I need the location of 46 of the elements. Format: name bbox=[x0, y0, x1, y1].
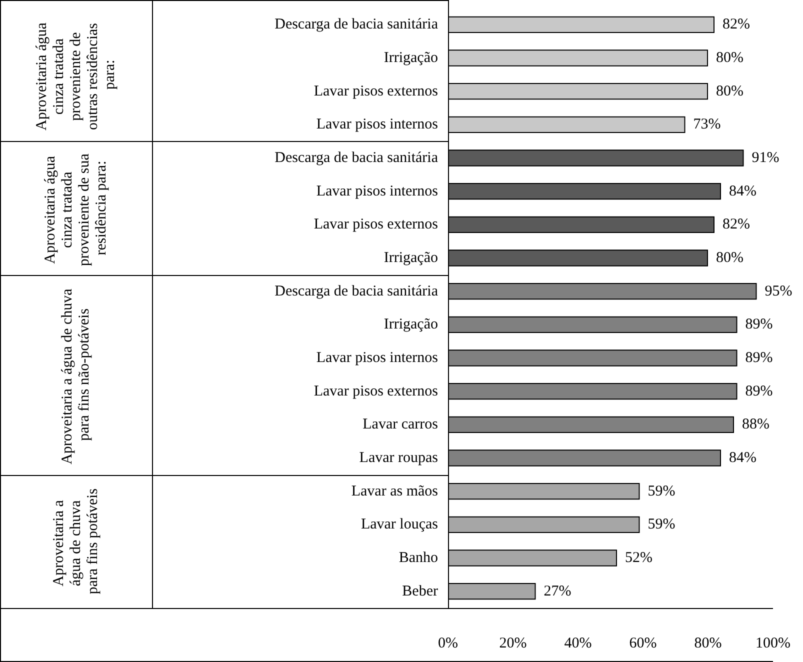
data-label: 80% bbox=[716, 50, 744, 66]
data-label: 27% bbox=[544, 583, 572, 600]
x-tick-label: 0% bbox=[438, 636, 458, 652]
data-label: 52% bbox=[625, 550, 652, 566]
data-label: 59% bbox=[648, 516, 676, 533]
y-tick-label: Lavar pisos externos bbox=[314, 383, 438, 400]
data-label: 91% bbox=[752, 150, 780, 166]
text: Aproveitaria a água de chuva para fins não-potáveis bbox=[60, 284, 92, 464]
data-label: 84% bbox=[729, 183, 756, 200]
y-tick-label: Beber bbox=[402, 583, 438, 600]
y-tick-label: Lavar pisos internos bbox=[316, 350, 438, 366]
x-tick-label: 60% bbox=[629, 636, 657, 652]
y-tick-label: Descarga de bacia sanitária bbox=[274, 150, 438, 166]
y-tick-label: Lavar pisos externos bbox=[314, 216, 438, 233]
data-label: 59% bbox=[648, 483, 676, 500]
data-label: 89% bbox=[745, 383, 773, 400]
y-tick-label: Descarga de bacia sanitária bbox=[274, 16, 438, 33]
y-tick-label: Lavar pisos internos bbox=[316, 116, 438, 133]
y-tick-label: Irrigação bbox=[384, 50, 438, 66]
data-label: 73% bbox=[693, 116, 721, 133]
x-tick-label: 20% bbox=[499, 636, 527, 652]
text: Aproveitaria água cinza tratada proveniente de sua residência para: bbox=[42, 150, 110, 266]
data-label: 80% bbox=[716, 250, 744, 266]
text: Aproveitaria a água de chuva para fins potáveis bbox=[51, 488, 101, 594]
text: Aproveitaria água cinza tratada proveniente de outras residências para: bbox=[34, 18, 118, 130]
y-tick-label: Lavar pisos externos bbox=[314, 83, 438, 100]
y-tick-label: Irrigação bbox=[384, 250, 438, 266]
data-label: 82% bbox=[722, 16, 750, 33]
data-label: 88% bbox=[742, 416, 770, 433]
data-label: 84% bbox=[729, 450, 756, 466]
y-tick-label: Lavar pisos internos bbox=[316, 183, 438, 200]
data-label: 95% bbox=[764, 283, 792, 300]
y-tick-label: Descarga de bacia sanitária bbox=[274, 283, 438, 300]
y-tick-label: Lavar roupas bbox=[359, 450, 438, 466]
data-label: 82% bbox=[722, 216, 750, 233]
y-tick-label: Lavar as mãos bbox=[351, 483, 438, 500]
data-label: 80% bbox=[716, 83, 744, 100]
data-label: 89% bbox=[745, 316, 773, 333]
y-tick-label: Irrigação bbox=[384, 316, 438, 333]
data-label: 89% bbox=[745, 350, 773, 366]
x-tick-label: 40% bbox=[564, 636, 592, 652]
x-tick-label: 100% bbox=[756, 636, 790, 652]
y-tick-label: Lavar louças bbox=[360, 516, 438, 533]
y-tick-label: Banho bbox=[398, 550, 438, 566]
x-tick-label: 80% bbox=[694, 636, 722, 652]
y-tick-label: Lavar carros bbox=[362, 416, 438, 433]
